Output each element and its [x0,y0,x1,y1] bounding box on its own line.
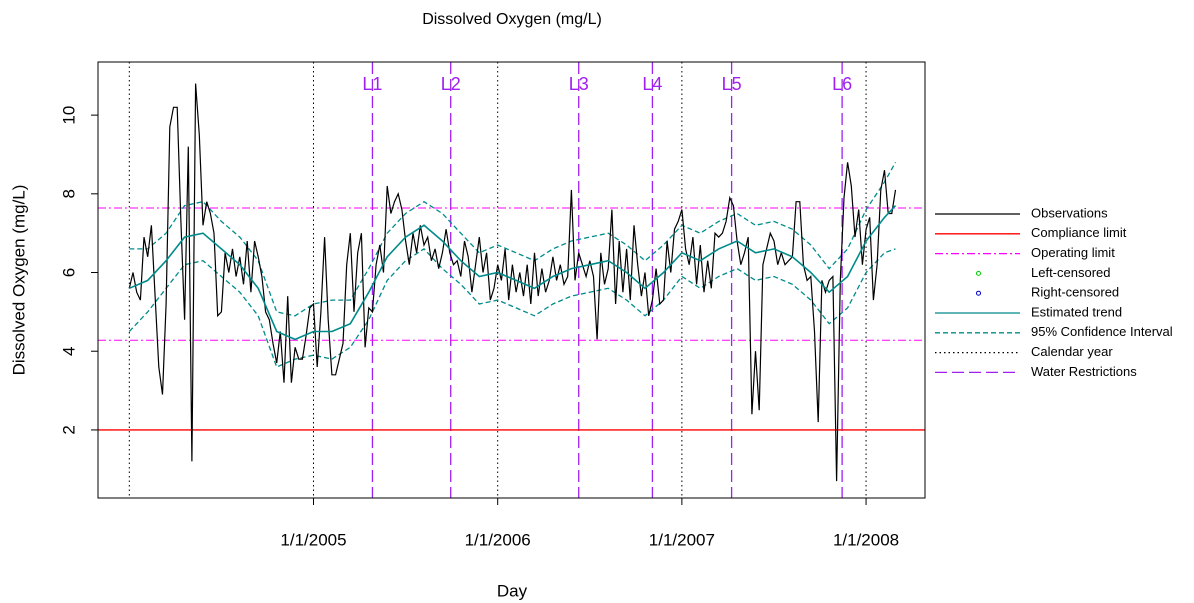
x-tick-label: 1/1/2007 [649,530,715,549]
legend-label: Right-censored [1031,285,1119,300]
legend-label: 95% Confidence Interval [1031,324,1173,339]
water-restriction-label: L1 [362,74,382,94]
legend-label: Left-censored [1031,265,1111,280]
x-tick-label: 1/1/2005 [280,530,346,549]
ci-lower-line [128,248,896,368]
observations-line [128,83,897,482]
legend-label: Calendar year [1031,344,1113,359]
trend-line [128,205,897,341]
water-restriction-label: L6 [832,74,852,94]
legend-label: Estimated trend [1031,304,1122,319]
legend-label: Compliance limit [1031,225,1127,240]
legend-label: Operating limit [1031,245,1115,260]
legend-swatch [976,270,981,276]
legend-label: Water Restrictions [1031,364,1137,379]
water-restriction-label: L5 [722,74,742,94]
water-restriction-label: L4 [642,74,662,94]
ci-upper-line [129,161,897,317]
y-tick-label: 10 [59,106,78,125]
plot-frame [97,61,926,499]
x-tick-label: 1/1/2006 [465,530,531,549]
y-tick-label: 6 [59,268,78,277]
x-axis-label: Day [497,581,528,600]
water-restriction-label: L2 [441,74,461,94]
y-tick-label: 2 [59,425,78,434]
chart-title: Dissolved Oxygen (mg/L) [422,11,602,28]
legend-swatch [976,290,981,296]
water-restriction-label: L3 [569,74,589,94]
y-axis-label: Dissolved Oxygen (mg/L) [9,185,28,376]
x-tick-label: 1/1/2008 [833,530,899,549]
legend-label: Observations [1031,205,1108,220]
y-tick-label: 4 [59,346,78,355]
y-tick-label: 8 [59,189,78,198]
